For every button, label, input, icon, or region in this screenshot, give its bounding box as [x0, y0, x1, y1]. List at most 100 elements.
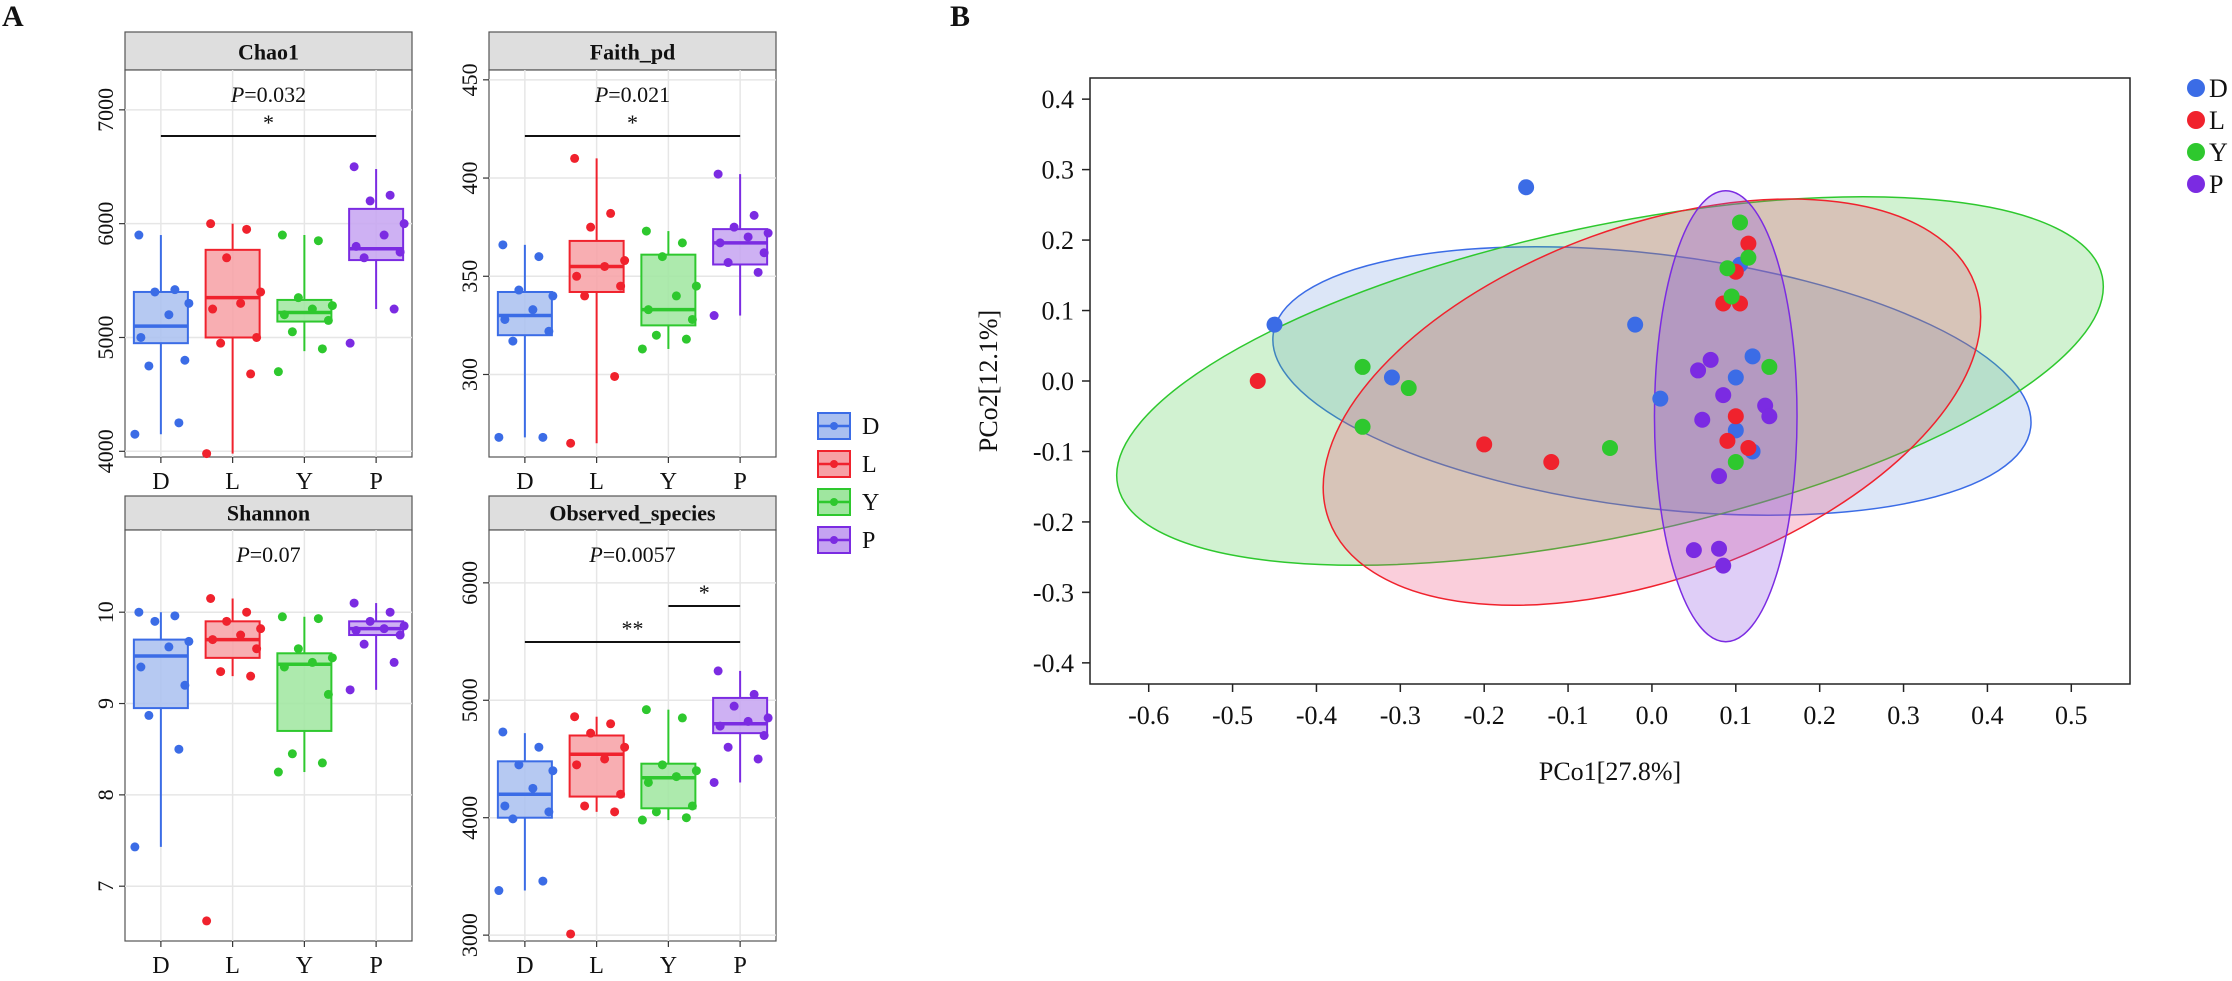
data-point-Y — [651, 330, 661, 340]
data-point-L — [202, 449, 212, 459]
data-point-Y — [671, 291, 681, 301]
box-iqr — [132, 290, 189, 345]
data-point-Y — [677, 713, 687, 723]
data-point-D — [130, 842, 140, 852]
data-point-P — [365, 616, 375, 626]
pcoa-point-L — [1740, 235, 1757, 252]
confidence-ellipse-Y — [1115, 196, 2105, 566]
data-point-D — [144, 361, 154, 371]
legend-label: Y — [862, 490, 879, 516]
pcoa-legend-label: P — [2209, 170, 2223, 199]
data-point-D — [164, 310, 174, 320]
box-L — [202, 594, 266, 926]
data-point-D — [150, 616, 160, 626]
pcoa-legend-label: D — [2209, 74, 2228, 103]
data-point-P — [715, 721, 725, 731]
data-point-Y — [317, 758, 327, 768]
pcoa-plot: -0.6 -0.5 -0.4 -0.3 -0.2 -0.1 0.0 0.1 0.2 0.3 0.4 0… — [974, 77, 2131, 786]
x-tick-label: P — [733, 953, 746, 979]
panel-title: Shannon — [227, 500, 310, 525]
data-point-L — [256, 624, 266, 634]
legend-dot — [830, 498, 838, 506]
data-point-L — [246, 671, 256, 681]
box-panel-chao1: Chao1 4000 5000 6000 7000 D L Y P P=0.032 * — [93, 31, 413, 495]
x-tick-label: P — [369, 469, 382, 495]
pcoa-legend-item-Y: Y — [2187, 138, 2228, 167]
confidence-ellipse-P — [1653, 189, 1798, 643]
data-point-L — [222, 616, 232, 626]
data-point-D — [514, 285, 524, 295]
data-point-D — [534, 742, 544, 752]
pcoa-point-D — [1518, 179, 1535, 196]
pcoa-point-L — [1249, 373, 1266, 389]
pcoa-point-P — [1702, 351, 1719, 368]
y-tick-label: 0.4 — [1042, 85, 1075, 114]
pcoa-point-Y — [1400, 380, 1417, 397]
y-tick-label: 5000 — [457, 678, 482, 722]
plot-area — [488, 529, 777, 942]
data-point-Y — [273, 767, 283, 777]
pcoa-point-Y — [1719, 260, 1736, 277]
data-point-Y — [687, 801, 697, 811]
data-point-L — [572, 760, 582, 770]
data-point-L — [616, 789, 626, 799]
x-tick-label: D — [152, 469, 169, 495]
data-point-D — [174, 744, 184, 754]
data-point-P — [709, 311, 719, 321]
box-L — [566, 153, 630, 448]
data-point-D — [184, 298, 194, 308]
box-L — [566, 712, 630, 939]
data-point-L — [216, 338, 226, 348]
data-point-Y — [681, 813, 691, 823]
data-point-D — [528, 305, 538, 315]
data-point-D — [150, 287, 160, 297]
data-point-P — [345, 685, 355, 695]
box-P — [345, 598, 409, 695]
data-point-Y — [681, 334, 691, 344]
x-tick-label: -0.6 — [1128, 701, 1169, 730]
box-P — [709, 169, 773, 321]
box-D — [494, 240, 558, 442]
data-point-D — [170, 285, 180, 295]
data-point-P — [753, 754, 763, 764]
pcoa-legend-label: L — [2209, 106, 2225, 135]
pcoa-point-D — [1266, 316, 1283, 333]
pcoa-point-P — [1715, 387, 1732, 404]
x-tick-label: -0.1 — [1547, 701, 1588, 730]
pcoa-legend-label: Y — [2209, 138, 2228, 167]
panel-strip — [488, 31, 777, 71]
data-point-L — [252, 644, 262, 654]
data-point-P — [345, 338, 355, 348]
data-point-L — [586, 222, 596, 232]
y-tick-label: 0.2 — [1042, 226, 1075, 255]
data-point-D — [180, 680, 190, 690]
pcoa-point-Y — [1602, 439, 1618, 456]
data-point-Y — [643, 777, 653, 787]
pcoa-point-D — [1652, 390, 1669, 407]
data-point-P — [759, 248, 769, 258]
data-point-P — [743, 716, 753, 726]
data-point-Y — [637, 815, 647, 825]
data-point-L — [572, 271, 582, 281]
pcoa-point-Y — [1723, 288, 1740, 305]
data-point-Y — [657, 760, 667, 770]
x-tick-label: D — [516, 469, 533, 495]
data-point-P — [351, 625, 361, 635]
data-point-L — [570, 712, 580, 722]
data-point-P — [349, 598, 359, 608]
data-point-D — [548, 766, 558, 776]
pcoa-point-Y — [1727, 454, 1744, 471]
x-tick-label: -0.3 — [1380, 701, 1421, 730]
x-tick-label: P — [369, 953, 382, 979]
y-tick-label: 4000 — [457, 796, 482, 840]
data-point-Y — [323, 689, 333, 699]
legend-item-D: D — [817, 412, 879, 440]
significance-stars: ** — [622, 616, 644, 641]
legend-label: P — [862, 528, 875, 554]
data-point-P — [709, 777, 719, 787]
significance-stars: * — [627, 110, 638, 135]
data-point-P — [359, 639, 369, 649]
x-tick-label: 0.4 — [1971, 701, 2004, 730]
